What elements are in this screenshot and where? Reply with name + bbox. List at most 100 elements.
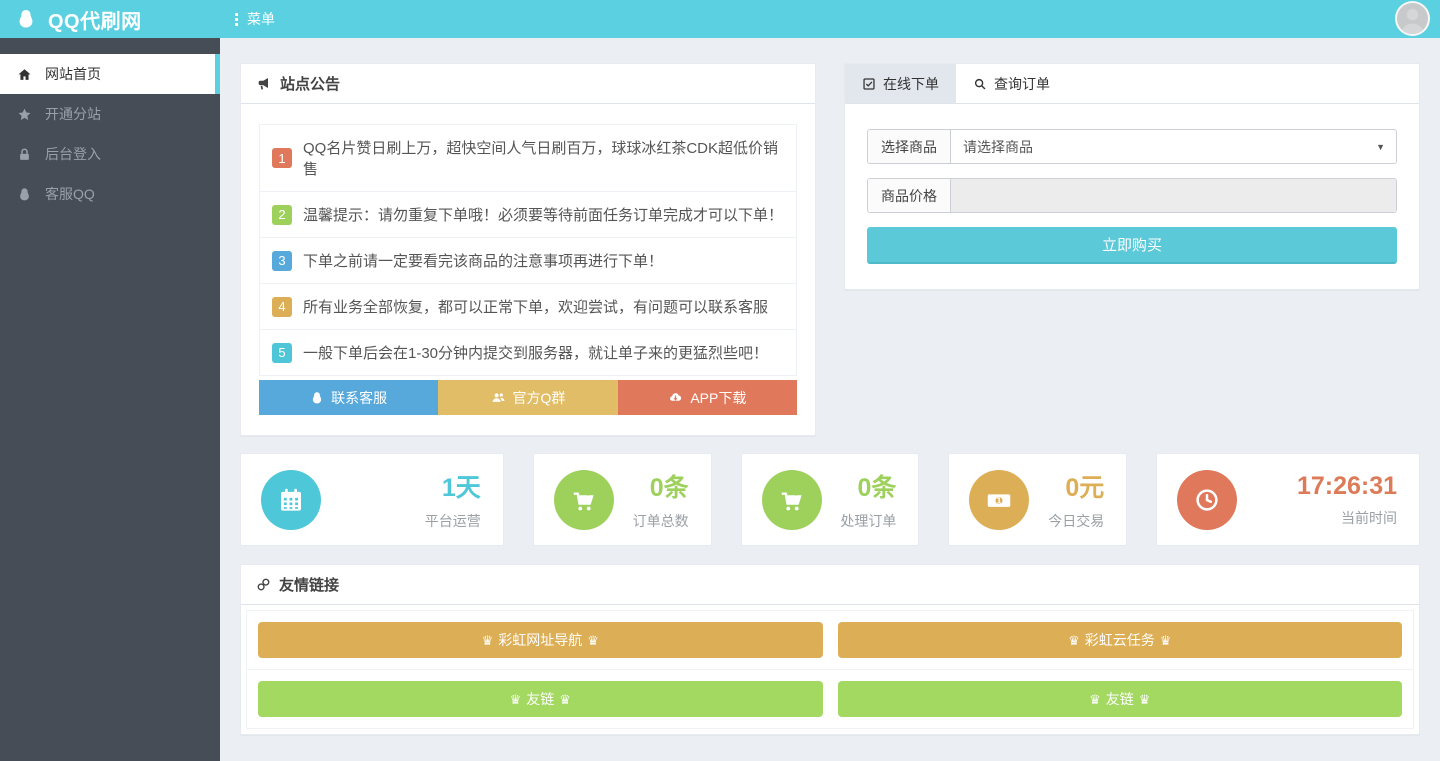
- tab-online-order[interactable]: 在线下单: [845, 64, 956, 103]
- stat-value: 0条: [649, 474, 689, 502]
- tab-label: 在线下单: [883, 75, 939, 92]
- stat-label: 当前时间: [1341, 509, 1398, 526]
- link-button-friend-link-1[interactable]: ♛ 友链 ♛: [258, 681, 823, 717]
- sidebar-item-label: 开通分站: [45, 106, 101, 122]
- link-label: 彩虹网址导航: [498, 632, 583, 648]
- notice-text: QQ名片赞日刷上万，超快空间人气日刷百万，球球冰红茶CDK超低价销售: [303, 140, 779, 178]
- stat-label: 处理订单: [840, 513, 897, 529]
- notice-text: 一般下单后会在1-30分钟内提交到服务器，就让单子来的更猛烈些吧！: [303, 345, 769, 362]
- friendly-links-header: 友情链接: [241, 565, 1419, 605]
- qq-icon: [310, 391, 324, 405]
- tab-label: 查询订单: [994, 75, 1050, 92]
- order-panel: 在线下单 查询订单 选择商品 请选择商品 ▼: [844, 63, 1420, 290]
- users-icon: [491, 390, 506, 405]
- sidebar-item-open-branch[interactable]: 开通分站: [0, 94, 220, 134]
- clock-icon: [1177, 469, 1238, 530]
- home-icon: [17, 67, 32, 82]
- cart-icon: [553, 469, 614, 530]
- link-label: 友链: [526, 691, 555, 707]
- qq-icon: [17, 187, 32, 202]
- stats-row: 1天 平台运营 0条 订单总数 0条 处理订单 1: [240, 453, 1421, 546]
- qq-logo-icon: [15, 8, 37, 30]
- notice-item: 1 QQ名片赞日刷上万，超快空间人气日刷百万，球球冰红茶CDK超低价销售: [260, 125, 796, 192]
- user-avatar[interactable]: [1395, 1, 1430, 36]
- notice-number-badge: 5: [272, 342, 292, 363]
- star-icon: [17, 107, 32, 122]
- notice-item: 3 下单之前请一定要看完该商品的注意事项再进行下单！: [260, 238, 796, 284]
- stat-value: 0元: [1065, 474, 1105, 502]
- sidebar-item-label: 客服QQ: [45, 186, 95, 202]
- topbar: QQ代刷网 菜单: [0, 0, 1440, 38]
- cloud-download-icon: [668, 390, 683, 405]
- order-tabs: 在线下单 查询订单: [845, 64, 1419, 104]
- stat-card-processing-orders: 0条 处理订单: [740, 453, 920, 546]
- crown-icon: ♛: [481, 632, 494, 648]
- site-title: QQ代刷网: [48, 10, 142, 33]
- app-download-label: APP下载: [690, 389, 747, 406]
- notice-text: 温馨提示：请勿重复下单哦！必须要等待前面任务订单完成才可以下单！: [303, 207, 784, 224]
- notice-number-badge: 1: [272, 148, 292, 168]
- crown-icon: ♛: [559, 691, 571, 707]
- contact-service-button[interactable]: 联系客服: [259, 380, 439, 415]
- stat-value: 0条: [857, 474, 897, 502]
- stat-value: 1天: [441, 474, 481, 502]
- stat-card-current-time: 17:26:31 当前时间: [1156, 453, 1421, 546]
- vertical-dots-icon: [235, 12, 238, 26]
- link-button-rainbow-cloud-task[interactable]: ♛ 彩虹云任务 ♛: [837, 622, 1402, 658]
- search-icon: [973, 77, 987, 91]
- megaphone-icon: [256, 76, 272, 92]
- sidebar-item-service-qq[interactable]: 客服QQ: [0, 174, 220, 214]
- link-label: 彩虹云任务: [1084, 632, 1155, 648]
- lock-icon: [17, 147, 32, 162]
- crown-icon: ♛: [587, 632, 599, 648]
- sidebar: 网站首页 开通分站 后台登入 客服QQ: [0, 38, 220, 761]
- brand[interactable]: QQ代刷网: [0, 5, 220, 34]
- link-label: 友链: [1105, 691, 1134, 707]
- product-price-label: 商品价格: [868, 179, 951, 212]
- menu-toggle-button[interactable]: 菜单: [235, 9, 275, 29]
- product-price-input: [951, 179, 1396, 212]
- crown-icon: ♛: [1138, 691, 1151, 707]
- main-content: 站点公告 1 QQ名片赞日刷上万，超快空间人气日刷百万，球球冰红茶CDK超低价销…: [220, 38, 1440, 761]
- sidebar-item-label: 网站首页: [45, 66, 101, 82]
- notice-list: 1 QQ名片赞日刷上万，超快空间人气日刷百万，球球冰红茶CDK超低价销售 2 温…: [259, 124, 797, 376]
- notice-number-badge: 2: [272, 204, 292, 225]
- link-button-friend-link-2[interactable]: ♛ 友链 ♛: [837, 681, 1402, 717]
- contact-service-label: 联系客服: [331, 389, 388, 406]
- official-qq-group-button[interactable]: 官方Q群: [438, 380, 618, 415]
- crown-icon: ♛: [509, 691, 522, 707]
- svg-text:1: 1: [997, 496, 1002, 505]
- notice-item: 4 所有业务全部恢复，都可以正常下单，欢迎尝试，有问题可以联系客服: [260, 284, 796, 330]
- chevron-down-icon: ▼: [1376, 141, 1385, 152]
- notice-text: 下单之前请一定要看完该商品的注意事项再进行下单！: [303, 253, 664, 270]
- friendly-links-title: 友情链接: [279, 577, 340, 594]
- stat-label: 平台运营: [424, 513, 481, 529]
- notice-number-badge: 4: [272, 296, 292, 317]
- stat-card-today-trade: 1 0元 今日交易: [948, 453, 1128, 546]
- sidebar-item-label: 后台登入: [45, 146, 101, 162]
- cart-icon: [761, 469, 822, 530]
- stat-label: 订单总数: [632, 513, 689, 529]
- product-select-label: 选择商品: [868, 130, 951, 163]
- product-select-value: 请选择商品: [963, 138, 1033, 155]
- announcement-header: 站点公告: [241, 64, 815, 104]
- sidebar-item-admin-login[interactable]: 后台登入: [0, 134, 220, 174]
- announcement-title: 站点公告: [280, 76, 341, 93]
- official-qq-group-label: 官方Q群: [512, 389, 566, 406]
- stat-card-total-orders: 0条 订单总数: [532, 453, 712, 546]
- announcement-panel: 站点公告 1 QQ名片赞日刷上万，超快空间人气日刷百万，球球冰红茶CDK超低价销…: [240, 63, 816, 436]
- product-select[interactable]: 请选择商品 ▼: [951, 130, 1396, 163]
- money-icon: 1: [969, 469, 1030, 530]
- tab-query-order[interactable]: 查询订单: [956, 64, 1067, 103]
- stat-value current-time: 17:26:31: [1296, 471, 1398, 500]
- notice-item: 2 温馨提示：请勿重复下单哦！必须要等待前面任务订单完成才可以下单！: [260, 192, 796, 238]
- friendly-links-panel: 友情链接 ♛ 彩虹网址导航 ♛ ♛ 彩虹云任务 ♛: [240, 564, 1420, 735]
- sidebar-item-home[interactable]: 网站首页: [0, 54, 220, 94]
- crown-icon: ♛: [1089, 691, 1101, 707]
- links-box: ♛ 彩虹网址导航 ♛ ♛ 彩虹云任务 ♛ ♛ 友链 ♛: [246, 610, 1414, 729]
- stat-label: 今日交易: [1048, 513, 1105, 529]
- crown-icon: ♛: [1068, 632, 1080, 648]
- buy-now-button[interactable]: 立即购买: [867, 227, 1397, 264]
- app-download-button[interactable]: APP下载: [617, 380, 797, 415]
- link-button-rainbow-nav[interactable]: ♛ 彩虹网址导航 ♛: [258, 622, 823, 658]
